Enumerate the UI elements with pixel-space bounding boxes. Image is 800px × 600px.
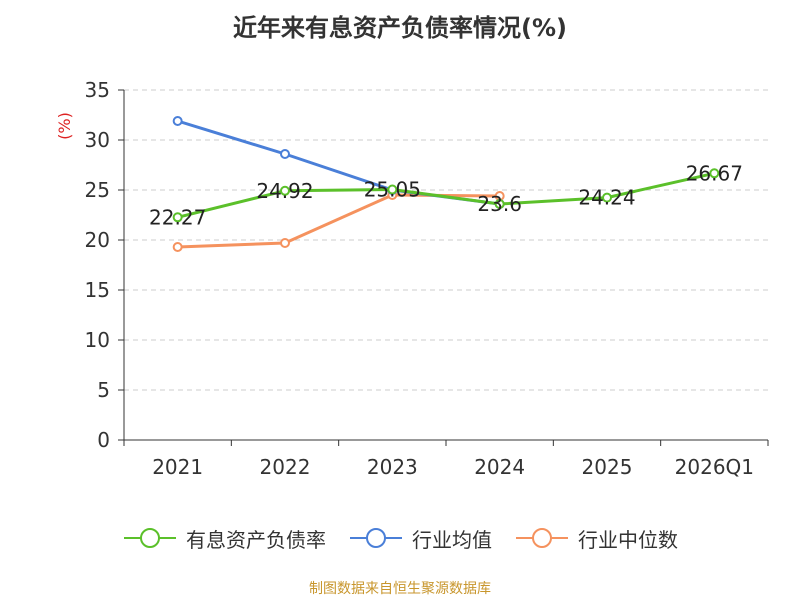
data-label: 23.6 [477,192,522,216]
data-point [602,192,612,203]
y-tick-label: 35 [85,78,110,102]
legend-swatch-icon [516,528,568,548]
series-layer [172,116,720,252]
legend-item[interactable]: 有息资产负债率 [122,524,326,553]
data-point [280,149,290,159]
x-tick-label: 2022 [260,455,311,479]
data-point [280,238,290,248]
data-label: 24.24 [578,186,635,210]
x-tick-label: 2023 [367,455,418,479]
legend-label: 行业均值 [412,527,492,552]
data-point [172,212,183,223]
data-point [387,184,398,195]
y-tick-label: 15 [85,278,110,302]
legend-swatch-marker [140,528,160,548]
legend-swatch-marker [366,528,386,548]
y-tick-label: 0 [97,428,110,452]
data-label-layer: 22.27 24.92 25.05 23.6 24.24 26.67 [149,161,743,229]
legend-swatch-icon [124,528,176,548]
chart-title: 近年来有息资产负债率情况(%) [233,14,567,42]
legend-label: 行业中位数 [578,527,678,552]
data-point [280,185,290,196]
legend-item[interactable]: 行业均值 [348,524,492,553]
y-axis-label: (%) [55,112,74,140]
series-line [177,171,715,219]
legend-swatch-icon [350,528,402,548]
source-note: 制图数据来自恒生聚源数据库 [309,581,491,597]
series-line [177,193,500,249]
data-point [172,242,183,252]
data-point [494,199,505,209]
x-tick-label: 2025 [582,455,633,479]
x-tick-label: 2026Q1 [675,455,754,479]
data-label: 24.92 [256,179,313,203]
legend-label: 有息资产负债率 [186,527,326,552]
y-tick-label: 10 [85,328,110,352]
legend: 有息资产负债率 行业均值 行业中位数 [0,520,800,556]
y-tick-label: 25 [85,178,110,202]
legend-swatch-marker [532,528,552,548]
data-label: 26.67 [686,161,743,185]
x-tick-label: 2024 [474,455,525,479]
legend-item[interactable]: 行业中位数 [514,524,678,553]
y-tick-label: 5 [97,378,110,402]
data-point [172,116,183,126]
y-tick-label: 30 [85,128,110,152]
data-label: 25.05 [364,178,421,202]
x-tick-label: 2021 [152,455,203,479]
data-point [709,168,720,179]
data-label: 22.27 [149,205,206,229]
y-tick-label: 20 [85,228,110,252]
